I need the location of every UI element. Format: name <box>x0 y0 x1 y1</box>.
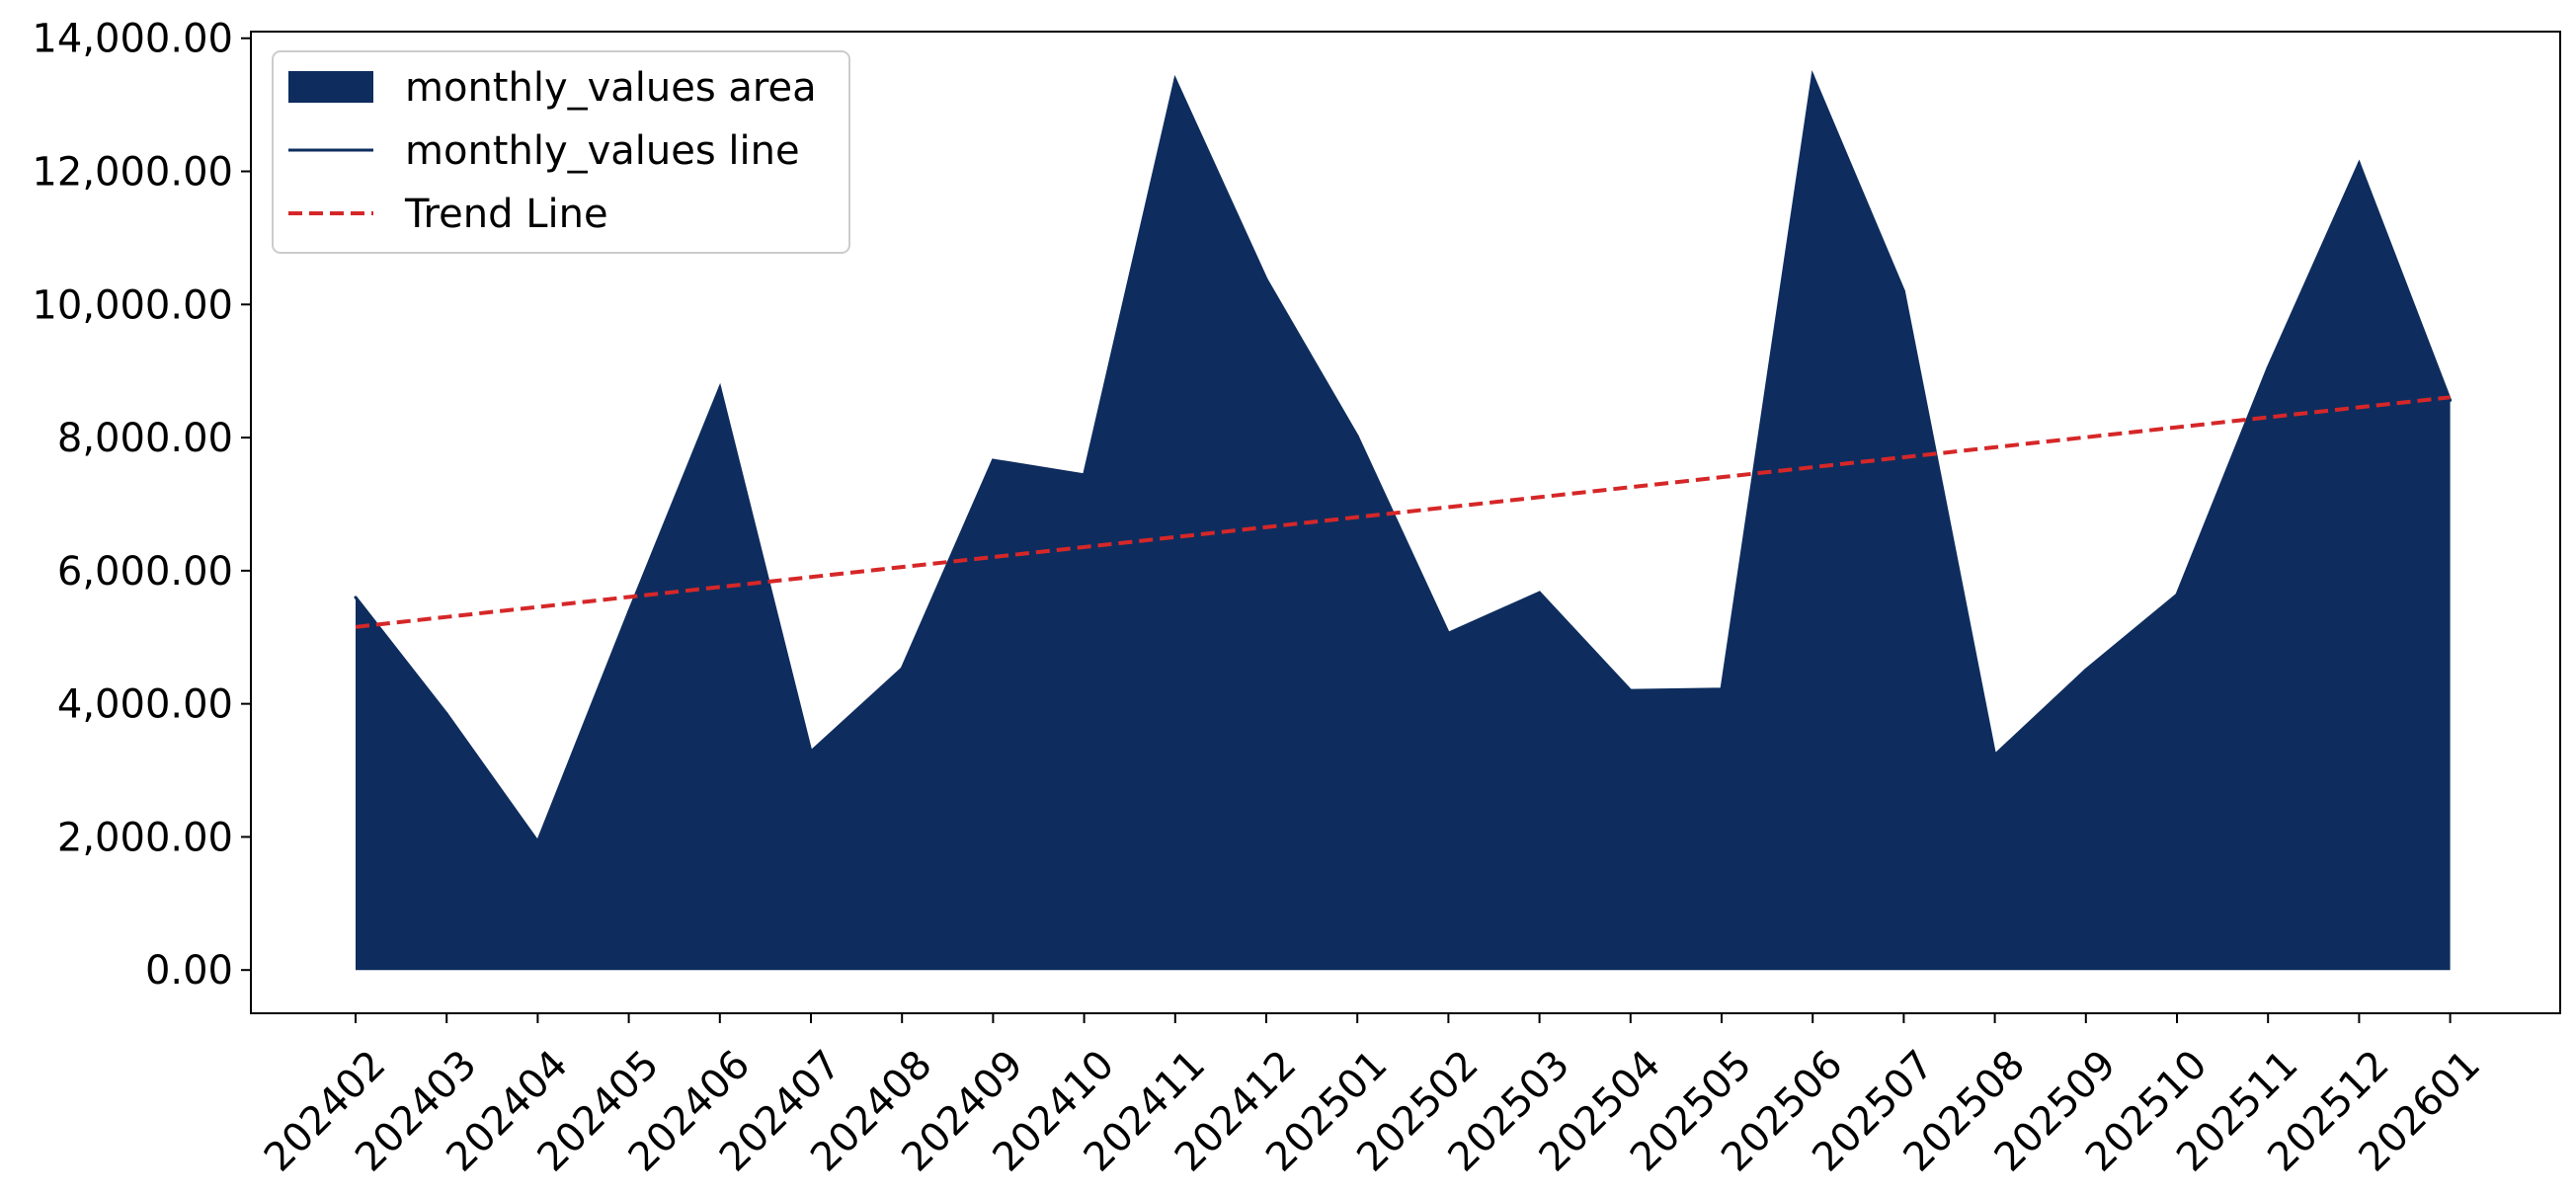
data-point <box>1083 473 1087 477</box>
data-point <box>718 386 722 390</box>
legend-label: monthly_values line <box>405 128 800 174</box>
y-axis: 0.00 2,000.00 4,000.00 6,000.00 8,000.00 10,0… <box>32 17 251 994</box>
area-fill <box>356 75 2451 971</box>
y-tick-label: 4,000.00 <box>57 682 233 728</box>
data-point <box>1446 631 1450 635</box>
data-point <box>354 596 358 599</box>
data-point <box>1355 435 1359 438</box>
data-point <box>1173 78 1177 82</box>
y-tick-label: 2,000.00 <box>57 815 233 860</box>
x-axis: 2024022024032024042024052024062024072024… <box>256 1013 2489 1180</box>
data-point <box>1538 591 1542 595</box>
y-tick-label: 6,000.00 <box>57 549 233 595</box>
plot-area <box>354 69 2453 971</box>
data-point <box>2357 161 2361 165</box>
data-point <box>627 610 631 614</box>
data-point <box>991 458 995 462</box>
y-tick-label: 10,000.00 <box>32 282 233 328</box>
data-point <box>2175 593 2179 597</box>
data-point <box>444 712 448 716</box>
data-point <box>2266 365 2270 369</box>
y-tick-label: 14,000.00 <box>32 17 233 62</box>
legend-label: Trend Line <box>404 192 608 237</box>
data-point <box>1264 278 1268 281</box>
data-point <box>1811 73 1814 77</box>
y-tick-label: 12,000.00 <box>32 150 233 196</box>
data-point <box>2084 668 2088 672</box>
legend: monthly_values area monthly_values line Tr… <box>272 50 850 254</box>
data-point <box>1629 688 1633 692</box>
data-point <box>535 839 539 843</box>
axes-frame <box>250 31 2561 1014</box>
legend-swatch-area <box>288 71 373 103</box>
data-point <box>1993 754 1997 757</box>
trend-line <box>355 395 2451 629</box>
data-point <box>2449 398 2453 402</box>
data-point <box>809 750 813 754</box>
y-tick-label: 8,000.00 <box>57 416 233 461</box>
legend-box <box>272 50 850 254</box>
data-point <box>900 667 904 671</box>
data-point <box>1901 289 1905 293</box>
data-point <box>1720 687 1724 691</box>
y-tick-label: 0.00 <box>145 948 233 994</box>
value-line <box>354 69 2453 845</box>
legend-label: monthly_values area <box>405 65 817 111</box>
